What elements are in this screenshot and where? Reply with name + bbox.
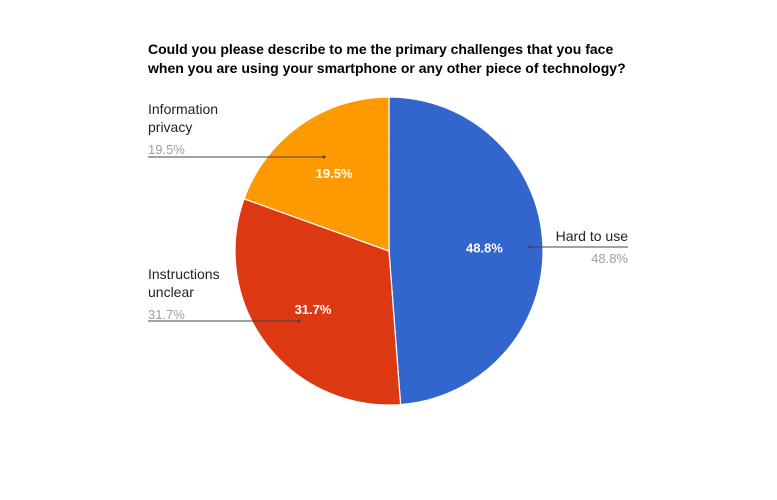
slice-category-label: privacy (148, 119, 192, 135)
slice-value-label: 19.5% (316, 166, 353, 181)
chart-title-line-2: when you are using your smartphone or an… (148, 60, 626, 76)
slice-value-label: 31.7% (295, 302, 332, 317)
pie-slice[interactable] (388, 96, 544, 406)
slice-percent-label: 31.7% (148, 307, 185, 322)
slice-category-label: Hard to use (556, 228, 629, 244)
slice-percent-label: 48.8% (591, 251, 628, 266)
chart-title-line-1: Could you please describe to me the prim… (148, 41, 614, 57)
slice-category-label: Information (148, 101, 218, 117)
slice-category-label: unclear (148, 284, 194, 300)
slice-percent-label: 19.5% (148, 142, 185, 157)
pie-slice[interactable] (234, 198, 402, 406)
slice-category-label: Instructions (148, 266, 220, 282)
leader-dot (528, 245, 532, 249)
leader-dot (297, 319, 301, 323)
slice-value-label: 48.8% (466, 240, 503, 255)
pie-slice[interactable] (243, 96, 390, 252)
leader-dot (322, 155, 326, 159)
